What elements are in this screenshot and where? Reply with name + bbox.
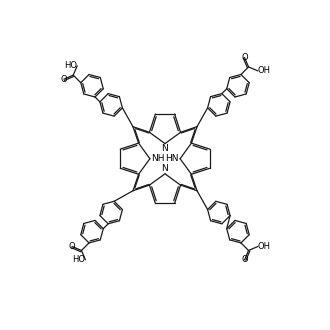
Text: OH: OH bbox=[258, 66, 271, 76]
Text: O: O bbox=[61, 75, 67, 84]
Text: O: O bbox=[241, 53, 248, 62]
Text: O: O bbox=[241, 255, 248, 264]
Text: HO: HO bbox=[64, 61, 77, 70]
Text: HN: HN bbox=[165, 154, 179, 163]
Text: N: N bbox=[162, 144, 168, 153]
Text: OH: OH bbox=[258, 242, 271, 251]
Text: NH: NH bbox=[151, 154, 165, 163]
Text: N: N bbox=[162, 164, 168, 173]
Text: O: O bbox=[69, 242, 76, 251]
Text: HO: HO bbox=[73, 255, 85, 264]
